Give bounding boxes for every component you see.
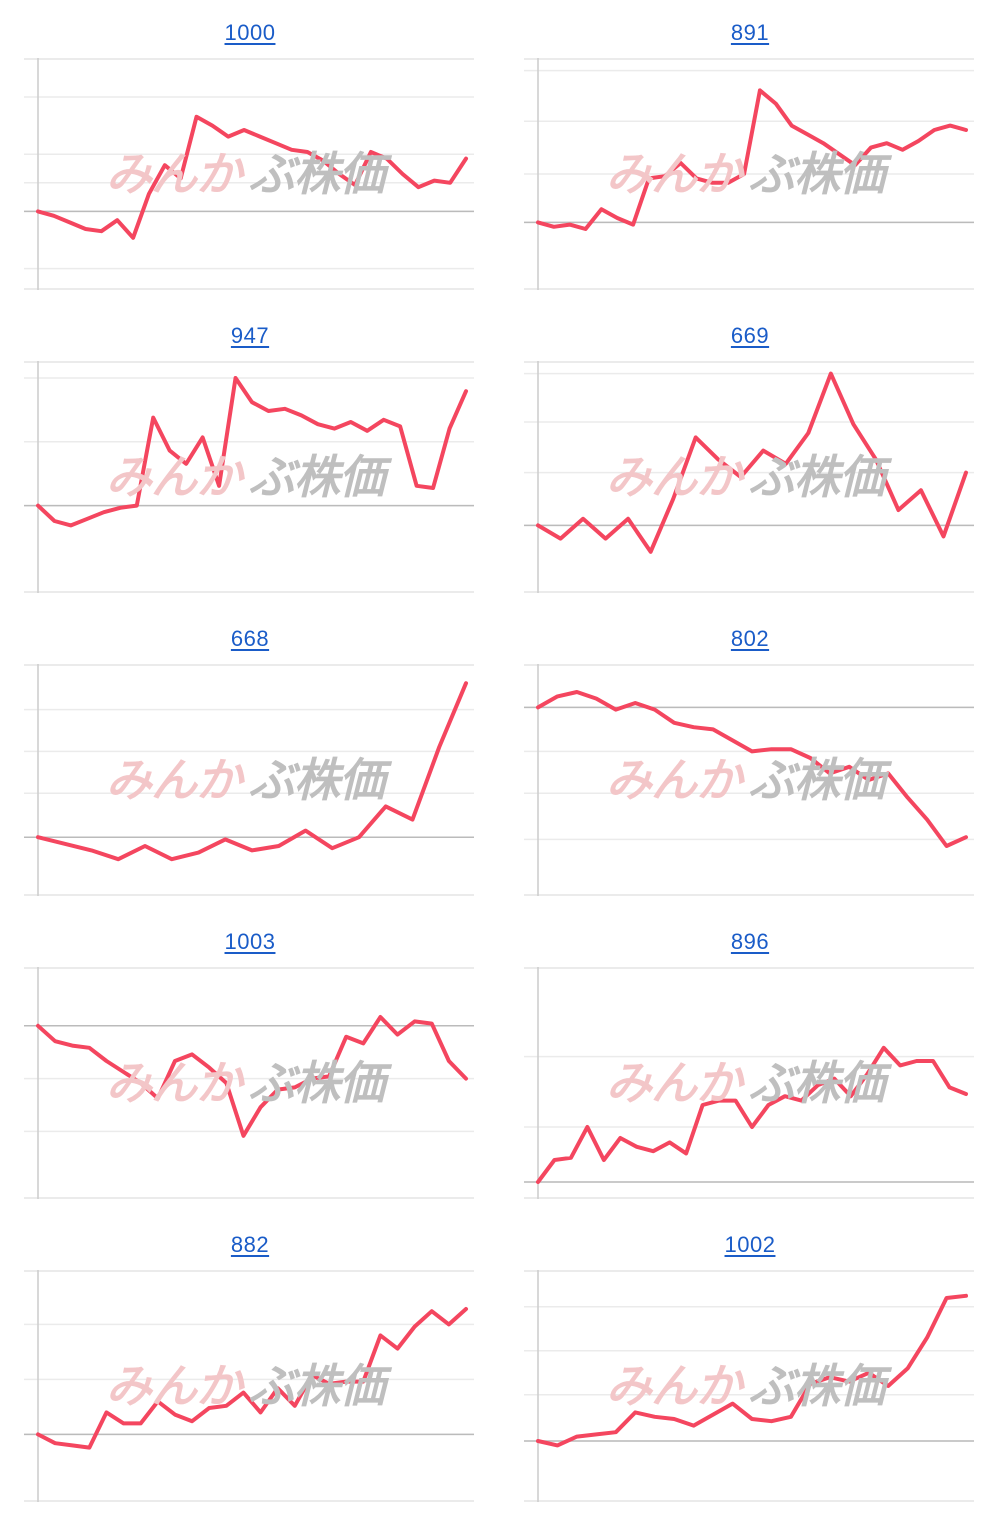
chart-title-link[interactable]: 882	[230, 1232, 270, 1257]
chart-cell: 802 みんか ぶ株価	[500, 606, 1000, 909]
price-line	[36, 376, 468, 528]
sparkline-plot: みんか ぶ株価	[524, 1270, 974, 1502]
price-line	[536, 371, 968, 554]
chart-title-link[interactable]: 947	[230, 323, 270, 348]
sparkline-svg	[524, 361, 974, 593]
sparkline-plot: みんか ぶ株価	[524, 967, 974, 1199]
price-line	[36, 1015, 468, 1138]
price-line	[536, 88, 968, 231]
price-line	[36, 1307, 468, 1450]
sparkline-svg	[24, 1270, 474, 1502]
chart-cell: 1003 みんか ぶ株価	[0, 909, 500, 1212]
sparkline-svg	[524, 58, 974, 290]
sparkline-plot: みんか ぶ株価	[524, 664, 974, 896]
chart-cell: 1002 みんか ぶ株価	[500, 1212, 1000, 1515]
sparkline-plot: みんか ぶ株価	[524, 361, 974, 593]
sparkline-svg	[24, 58, 474, 290]
chart-cell: 882 みんか ぶ株価	[0, 1212, 500, 1515]
chart-title-link[interactable]: 1002	[724, 1232, 776, 1257]
sparkline-plot: みんか ぶ株価	[524, 58, 974, 290]
sparkline-svg	[524, 1270, 974, 1502]
sparkline-plot: みんか ぶ株価	[24, 664, 474, 896]
chart-cell: 947 みんか ぶ株価	[0, 303, 500, 606]
sparkline-plot: みんか ぶ株価	[24, 58, 474, 290]
chart-cell: 668 みんか ぶ株価	[0, 606, 500, 909]
chart-title-link[interactable]: 802	[730, 626, 770, 651]
sparkline-svg	[524, 664, 974, 896]
chart-title-link[interactable]: 891	[730, 20, 770, 45]
price-line	[536, 690, 968, 848]
chart-title-link[interactable]: 1003	[224, 929, 276, 954]
chart-cell: 891 みんか ぶ株価	[500, 0, 1000, 303]
sparkline-plot: みんか ぶ株価	[24, 361, 474, 593]
sparkline-svg	[24, 664, 474, 896]
price-line	[536, 1045, 968, 1184]
sparkline-svg	[524, 967, 974, 1199]
sparkline-plot: みんか ぶ株価	[24, 1270, 474, 1502]
price-line	[536, 1293, 968, 1448]
chart-cell: 1000 みんか ぶ株価	[0, 0, 500, 303]
price-line	[36, 681, 468, 862]
chart-title-link[interactable]: 1000	[224, 20, 276, 45]
sparkline-plot: みんか ぶ株価	[24, 967, 474, 1199]
price-line	[36, 114, 468, 240]
chart-cell: 896 みんか ぶ株価	[500, 909, 1000, 1212]
sparkline-svg	[24, 967, 474, 1199]
chart-title-link[interactable]: 896	[730, 929, 770, 954]
chart-cell: 669 みんか ぶ株価	[500, 303, 1000, 606]
chart-title-link[interactable]: 669	[730, 323, 770, 348]
sparkline-svg	[24, 361, 474, 593]
chart-title-link[interactable]: 668	[230, 626, 270, 651]
